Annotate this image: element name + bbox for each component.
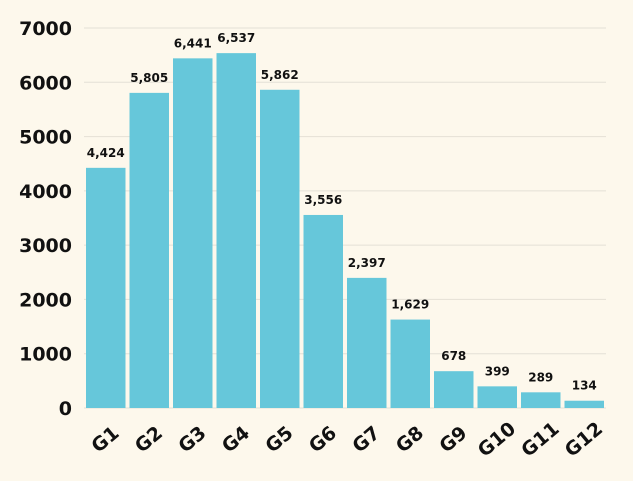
y-tick-label: 3000	[19, 235, 72, 257]
data-label: 6,537	[217, 31, 255, 45]
x-tick-label: G10	[474, 418, 520, 462]
x-tick-label: G7	[348, 422, 384, 457]
bar	[173, 58, 213, 409]
bar	[216, 53, 256, 409]
x-tick-label: G6	[305, 422, 341, 457]
bar	[347, 277, 387, 408]
x-tick-label: G5	[261, 422, 297, 457]
y-tick-label: 0	[59, 398, 72, 420]
x-tick-label: G4	[218, 422, 254, 457]
data-label: 289	[528, 370, 553, 384]
y-tick-label: 7000	[19, 18, 72, 40]
data-label: 678	[441, 349, 466, 363]
bar	[390, 319, 430, 408]
y-tick-label: 6000	[19, 72, 72, 94]
x-tick-label: G11	[517, 418, 563, 462]
x-tick-label: G9	[435, 422, 471, 457]
y-tick-label: 4000	[19, 181, 72, 203]
x-tick-label: G8	[392, 422, 428, 457]
data-label: 399	[485, 364, 510, 378]
x-tick-label: G2	[131, 422, 167, 457]
data-label: 5,862	[261, 68, 299, 82]
data-labels: 4,424 5,805 6,441 6,537 5,862 3,556 2,397 1,629…	[87, 31, 597, 393]
bar	[86, 167, 126, 408]
x-tick-label: G12	[561, 418, 607, 462]
gridlines	[84, 27, 606, 409]
bar	[521, 392, 561, 408]
bar	[434, 371, 474, 408]
x-tick-label: G1	[87, 422, 123, 457]
y-axis-ticks: 0 1000 2000 3000 4000 5000 6000 7000	[19, 18, 72, 420]
y-tick-label: 2000	[19, 289, 72, 311]
bar	[477, 386, 517, 408]
y-tick-label: 1000	[19, 344, 72, 366]
bars	[86, 53, 604, 409]
data-label: 4,424	[87, 146, 125, 160]
data-label: 2,397	[348, 256, 386, 270]
data-label: 134	[572, 379, 597, 393]
data-label: 5,805	[130, 71, 168, 85]
x-tick-label: G3	[174, 422, 210, 457]
y-tick-label: 5000	[19, 127, 72, 149]
data-label: 3,556	[304, 193, 342, 207]
bar	[260, 89, 300, 408]
data-label: 1,629	[391, 298, 429, 312]
bar	[129, 92, 169, 408]
bar	[303, 214, 343, 408]
bar	[564, 400, 604, 408]
data-label: 6,441	[174, 36, 212, 50]
